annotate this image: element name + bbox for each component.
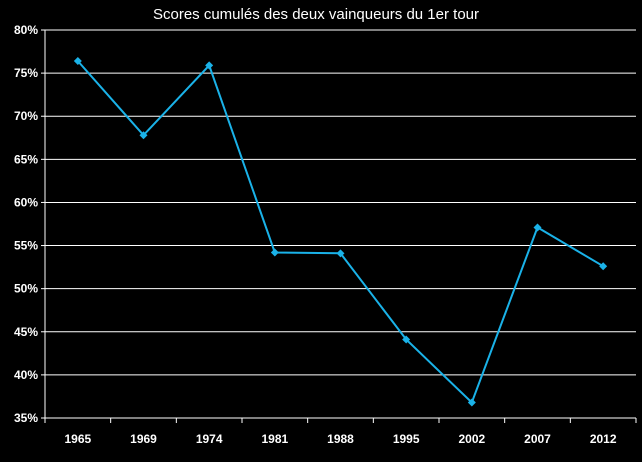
x-tick-label: 1981 — [261, 432, 288, 446]
data-point-marker — [336, 249, 345, 258]
y-tick-label: 40% — [14, 368, 38, 382]
x-tick-label: 2007 — [524, 432, 551, 446]
y-tick-label: 35% — [14, 411, 38, 425]
y-tick-label: 55% — [14, 239, 38, 253]
data-point-marker — [533, 223, 542, 232]
x-tick-label: 1974 — [196, 432, 223, 446]
y-tick-label: 45% — [14, 325, 38, 339]
x-tick-label: 1969 — [130, 432, 157, 446]
data-point-marker — [270, 248, 279, 257]
data-point-marker — [205, 61, 214, 70]
y-tick-label: 50% — [14, 282, 38, 296]
series-line — [77, 60, 604, 405]
y-tick-label: 75% — [14, 66, 38, 80]
x-tick-label: 1988 — [327, 432, 354, 446]
series — [73, 57, 608, 407]
data-point-marker — [467, 398, 476, 407]
y-tick-label: 65% — [14, 152, 38, 166]
data-point-marker — [599, 262, 608, 271]
axes — [41, 29, 637, 423]
data-point-marker — [402, 335, 411, 344]
x-tick-label: 2002 — [458, 432, 485, 446]
y-tick-labels: 35% 40% 45% 50% 55% 60% 65% 70% 75% 80% — [14, 23, 38, 425]
x-tick-label: 1965 — [64, 432, 91, 446]
data-point-marker — [73, 57, 82, 66]
y-tick-label: 80% — [14, 23, 38, 37]
y-tick-label: 60% — [14, 195, 38, 209]
x-tick-label: 2012 — [590, 432, 617, 446]
data-point-marker — [139, 131, 148, 140]
x-tick-label: 1995 — [393, 432, 420, 446]
y-tick-label: 70% — [14, 109, 38, 123]
chart-title: Scores cumulés des deux vainqueurs du 1e… — [153, 6, 479, 23]
x-tick-labels: 1965 1969 1974 1981 1988 1995 2002 2007 2012 — [64, 432, 616, 446]
grid-lines — [45, 29, 636, 376]
